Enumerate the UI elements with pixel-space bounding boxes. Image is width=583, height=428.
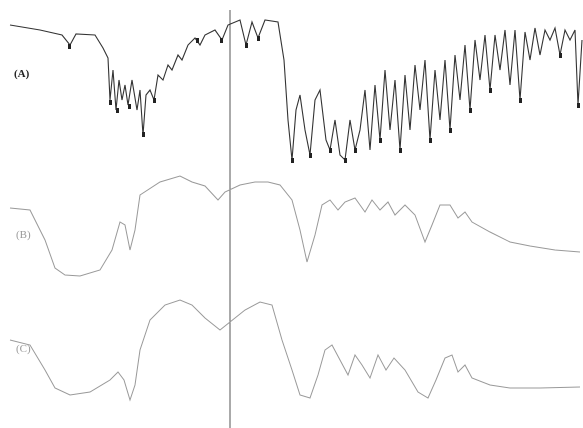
- panel-label: (C): [16, 343, 31, 355]
- spectrum-b: [9, 175, 581, 277]
- panel-label: (A): [14, 68, 30, 80]
- peak-markers-a: [68, 36, 580, 163]
- spectrum-c: [9, 299, 581, 402]
- panel-label: (B): [16, 229, 31, 241]
